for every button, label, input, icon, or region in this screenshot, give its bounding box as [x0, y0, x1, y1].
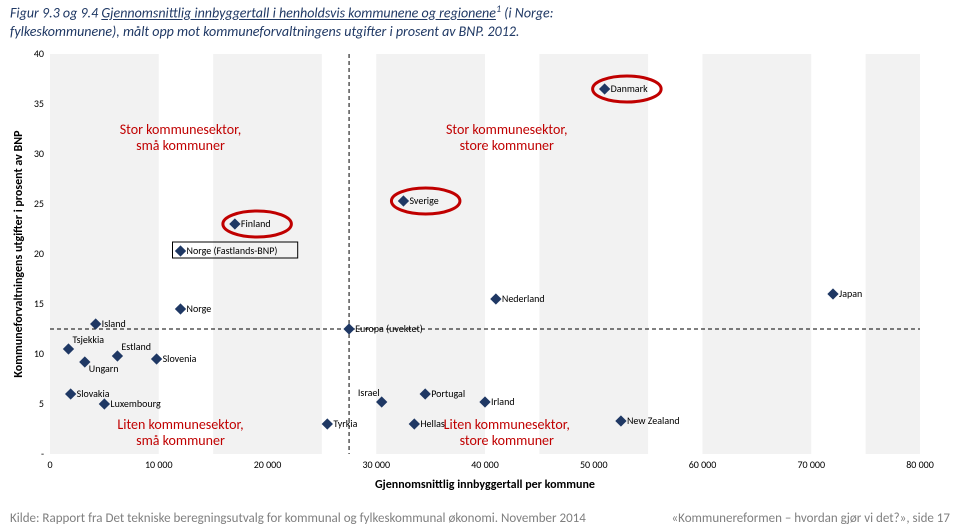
- svg-text:Luxembourg: Luxembourg: [110, 397, 161, 410]
- svg-text:40: 40: [34, 47, 44, 60]
- svg-text:Hellas: Hellas: [420, 417, 445, 430]
- svg-text:70 000: 70 000: [797, 458, 825, 471]
- svg-text:Tsjekkia: Tsjekkia: [72, 333, 104, 346]
- svg-text:35: 35: [34, 97, 44, 110]
- svg-text:New Zealand: New Zealand: [627, 414, 680, 427]
- svg-text:Europa (uvektet): Europa (uvektet): [355, 322, 423, 335]
- svg-text:Slovenia: Slovenia: [163, 352, 197, 365]
- svg-text:Finland: Finland: [241, 217, 271, 230]
- source-citation: Kilde: Rapport fra Det tekniske beregnin…: [10, 511, 610, 526]
- svg-text:20 000: 20 000: [254, 458, 282, 471]
- svg-text:60 000: 60 000: [689, 458, 717, 471]
- svg-text:0: 0: [47, 458, 52, 471]
- svg-text:Ungarn: Ungarn: [89, 362, 119, 375]
- scatter-chart: - 5 10 15 20 25 30 35 40 0 10 000 20 000 30 000 40 00…: [10, 46, 940, 496]
- svg-text:Stor kommunesektor,: Stor kommunesektor,: [120, 121, 242, 138]
- svg-text:Israel: Israel: [358, 386, 380, 399]
- page-citation: «Kommunereformen – hvordan gjør vi det?»…: [610, 511, 950, 526]
- title-prefix: Figur 9.3 og 9.4: [10, 5, 101, 22]
- svg-text:Irland: Irland: [491, 395, 515, 408]
- svg-text:Portugal: Portugal: [431, 387, 465, 400]
- figure-title: Figur 9.3 og 9.4 Gjennomsnittlig innbygg…: [10, 2, 950, 41]
- svg-text:-: -: [41, 447, 44, 460]
- svg-text:Kommuneforvaltningens utgifter: Kommuneforvaltningens utgifter i prosent…: [12, 130, 26, 378]
- svg-text:Nederland: Nederland: [502, 292, 545, 305]
- svg-text:20: 20: [34, 247, 44, 260]
- title-suffix: (i Norge:: [501, 5, 553, 22]
- svg-text:Island: Island: [102, 317, 126, 330]
- svg-text:15: 15: [34, 297, 44, 310]
- svg-text:25: 25: [34, 197, 44, 210]
- svg-text:40 000: 40 000: [471, 458, 499, 471]
- svg-text:5: 5: [39, 397, 44, 410]
- svg-text:små kommuner: små kommuner: [136, 432, 225, 449]
- svg-text:Norge (Fastlands-BNP): Norge (Fastlands-BNP): [187, 244, 278, 257]
- svg-text:Tyrkia: Tyrkia: [333, 417, 357, 430]
- svg-text:store kommuner: store kommuner: [460, 432, 554, 449]
- svg-text:Slovakia: Slovakia: [77, 387, 110, 400]
- svg-text:Japan: Japan: [839, 287, 862, 300]
- title-underlined: Gjennomsnittlig innbyggertall i henholds…: [101, 5, 496, 22]
- svg-text:Danmark: Danmark: [611, 82, 648, 95]
- svg-text:Liten kommunesektor,: Liten kommunesektor,: [117, 416, 243, 433]
- svg-text:30 000: 30 000: [362, 458, 390, 471]
- title-line2: fylkeskommunene), målt opp mot kommunefo…: [10, 23, 519, 40]
- svg-text:10: 10: [34, 347, 44, 360]
- svg-text:store kommuner: store kommuner: [460, 137, 554, 154]
- svg-text:Liten kommunesektor,: Liten kommunesektor,: [444, 416, 570, 433]
- svg-text:Stor kommunesektor,: Stor kommunesektor,: [446, 121, 568, 138]
- svg-text:Estland: Estland: [121, 340, 151, 353]
- svg-text:10 000: 10 000: [145, 458, 173, 471]
- svg-text:Sverige: Sverige: [409, 194, 438, 207]
- svg-text:30: 30: [34, 147, 44, 160]
- svg-text:små kommuner: små kommuner: [136, 137, 225, 154]
- svg-text:80 000: 80 000: [906, 458, 934, 471]
- svg-text:Gjennomsnittlig innbyggertall: Gjennomsnittlig innbyggertall per kommun…: [375, 478, 595, 492]
- svg-text:50 000: 50 000: [580, 458, 608, 471]
- svg-text:Norge: Norge: [187, 302, 212, 315]
